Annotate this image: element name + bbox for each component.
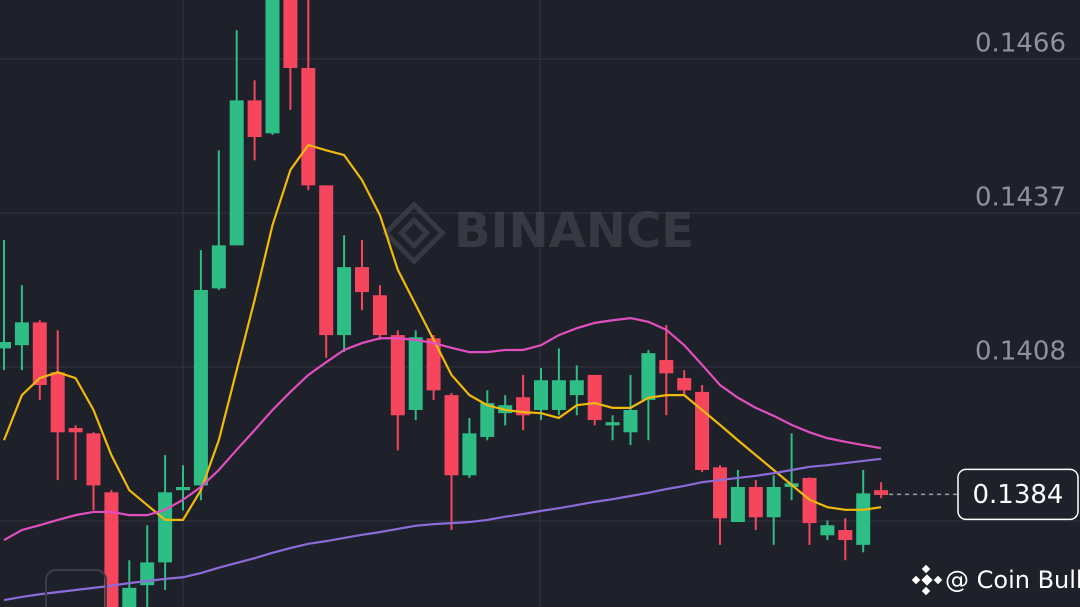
candle-body xyxy=(372,295,387,336)
candle-body xyxy=(677,378,692,391)
candle-body xyxy=(408,337,423,410)
candle-body xyxy=(730,486,745,523)
last-price-box xyxy=(957,468,1079,521)
candle-body xyxy=(838,529,853,541)
candle-body xyxy=(122,587,137,607)
candle-body xyxy=(247,100,262,138)
candle-body xyxy=(390,335,405,416)
candle-body xyxy=(319,185,334,336)
credit: @ Coin Bull xyxy=(945,566,1080,594)
candle-body xyxy=(623,409,638,433)
candle-body xyxy=(229,100,244,246)
candle-body xyxy=(444,395,459,476)
candle-body xyxy=(587,374,602,421)
candle-body xyxy=(605,422,620,426)
candle-body xyxy=(766,486,781,518)
candle-body xyxy=(534,380,548,410)
candle-body xyxy=(337,267,352,336)
candle-body xyxy=(176,486,190,491)
candle-body xyxy=(86,433,101,486)
tool-icon[interactable] xyxy=(45,569,107,607)
candle-body xyxy=(32,322,47,386)
candle-body xyxy=(569,380,584,396)
candle-body xyxy=(301,67,316,186)
last-price-label: 0.1384 xyxy=(973,480,1064,510)
candle-body xyxy=(874,490,889,495)
candle-body xyxy=(426,338,441,391)
candle-body xyxy=(14,322,29,346)
candle-body xyxy=(551,380,566,410)
candle-body xyxy=(211,245,226,289)
candle-body xyxy=(283,0,298,68)
moving-average xyxy=(2,143,882,522)
candle-body xyxy=(695,391,710,470)
candle-body xyxy=(856,493,871,545)
candle-body xyxy=(158,492,173,563)
candle-body xyxy=(641,353,656,400)
y-tick-label: 0.1466 xyxy=(975,28,1066,58)
candle-body xyxy=(355,267,369,293)
candle-body xyxy=(50,372,65,433)
candle-body xyxy=(659,360,674,374)
moving-average xyxy=(3,457,882,602)
candle-body xyxy=(265,0,280,134)
candle-body xyxy=(193,289,208,486)
moving-average xyxy=(3,316,882,542)
candle-body xyxy=(748,486,763,518)
watermark-logo xyxy=(382,201,446,265)
y-tick-label: 0.1408 xyxy=(975,336,1066,366)
watermark-text: BINANCE xyxy=(454,203,694,259)
candle-body xyxy=(480,403,495,438)
candle-body xyxy=(104,492,119,607)
candle-body xyxy=(0,342,11,349)
y-tick-label: 0.1437 xyxy=(975,182,1066,212)
candle-body xyxy=(820,525,835,536)
candle-body xyxy=(713,467,727,519)
candle-body xyxy=(68,428,83,433)
candle-body xyxy=(462,433,477,476)
watermark: BINANCE xyxy=(382,201,694,265)
